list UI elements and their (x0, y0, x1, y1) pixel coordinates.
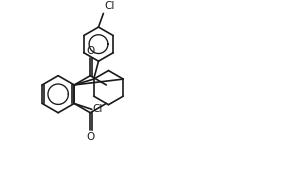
Text: O: O (86, 132, 94, 142)
Text: Cl: Cl (104, 1, 115, 11)
Text: Cl: Cl (93, 104, 103, 114)
Text: O: O (86, 46, 94, 56)
